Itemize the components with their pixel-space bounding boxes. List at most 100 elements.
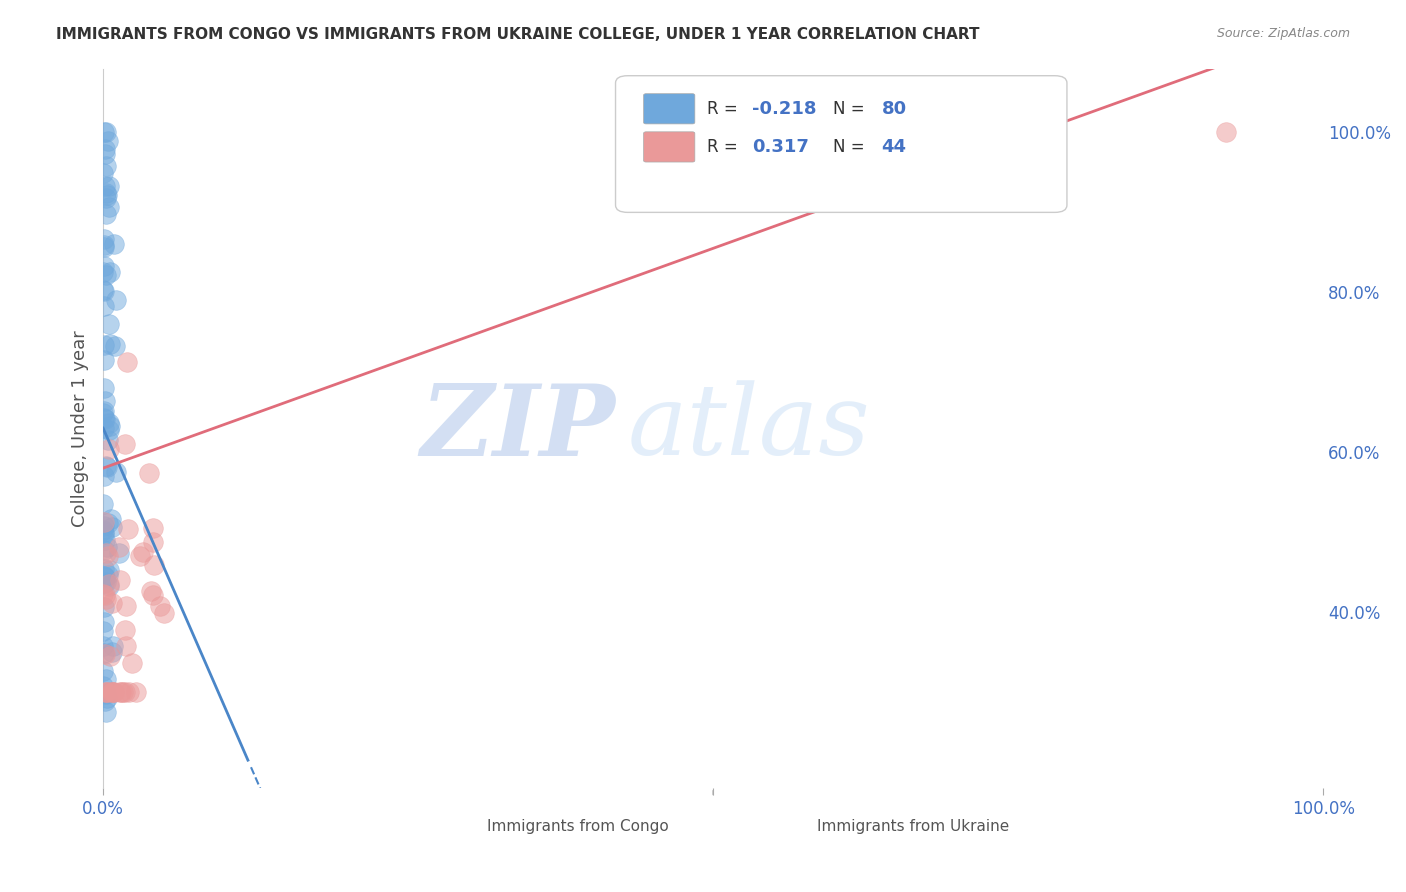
Point [93, 142, 115, 156]
Point [97, 178, 120, 193]
Point [93, 166, 115, 180]
Point [93, 421, 115, 435]
Point [94, 147, 117, 161]
Point [110, 685, 132, 699]
Point [100, 512, 122, 526]
Point [93, 337, 115, 351]
Point [94, 186, 117, 200]
Text: R =: R = [707, 138, 742, 156]
Point [114, 599, 136, 614]
Point [94, 687, 117, 701]
Point [91, 624, 114, 639]
Point [100, 337, 122, 351]
Point [93, 404, 115, 418]
Text: IMMIGRANTS FROM CONGO VS IMMIGRANTS FROM UKRAINE COLLEGE, UNDER 1 YEAR CORRELATI: IMMIGRANTS FROM CONGO VS IMMIGRANTS FROM… [56, 27, 980, 42]
Text: 44: 44 [882, 138, 907, 156]
Point [93, 232, 115, 246]
Point [97, 134, 120, 148]
Point [98, 648, 121, 663]
Point [97, 516, 120, 530]
Point [93, 533, 115, 548]
Text: Source: ZipAtlas.com: Source: ZipAtlas.com [1216, 27, 1350, 40]
Point [93, 284, 115, 298]
Point [91, 497, 114, 511]
Point [96, 685, 118, 699]
Point [96, 672, 118, 686]
Point [93, 525, 115, 540]
Point [93, 381, 115, 395]
Point [93, 299, 115, 313]
Text: N =: N = [832, 138, 869, 156]
Text: Immigrants from Congo: Immigrants from Congo [488, 819, 669, 834]
Text: atlas: atlas [627, 381, 870, 475]
Text: 80: 80 [882, 100, 907, 118]
Point [96, 159, 118, 173]
Point [93, 125, 115, 139]
Point [142, 589, 165, 603]
Point [93, 586, 115, 600]
Text: R =: R = [707, 100, 742, 118]
Point [94, 570, 117, 584]
Point [115, 354, 138, 368]
Point [93, 283, 115, 297]
Point [96, 540, 118, 554]
Point [142, 521, 165, 535]
Point [96, 690, 118, 705]
Point [139, 583, 162, 598]
Text: Immigrants from Ukraine: Immigrants from Ukraine [817, 819, 1010, 834]
Point [94, 394, 117, 409]
Point [97, 579, 120, 593]
Point [94, 412, 117, 426]
Text: N =: N = [832, 100, 869, 118]
Point [111, 685, 134, 699]
Point [94, 589, 117, 603]
Point [93, 406, 115, 420]
Point [108, 685, 131, 699]
Point [94, 694, 117, 708]
Point [94, 459, 117, 474]
Point [101, 645, 124, 659]
Point [91, 664, 114, 678]
Point [142, 534, 165, 549]
Point [103, 237, 125, 252]
Point [108, 573, 131, 587]
Point [97, 549, 120, 563]
Point [98, 265, 121, 279]
Point [93, 240, 115, 254]
Point [93, 410, 115, 425]
Point [97, 567, 120, 582]
Point [121, 656, 143, 670]
Point [94, 207, 117, 221]
Point [93, 353, 115, 368]
Point [1215, 125, 1237, 139]
Text: -0.218: -0.218 [752, 100, 817, 118]
Point [101, 520, 124, 534]
Point [103, 639, 125, 653]
Text: ZIP: ZIP [420, 380, 616, 476]
FancyBboxPatch shape [430, 814, 481, 839]
Text: 0.317: 0.317 [752, 138, 808, 156]
Point [138, 466, 160, 480]
Point [125, 685, 148, 699]
Point [114, 684, 136, 698]
Point [96, 191, 118, 205]
Point [91, 524, 114, 538]
Point [94, 125, 117, 139]
Point [93, 542, 115, 557]
Point [142, 558, 165, 572]
Point [93, 515, 115, 529]
Point [103, 685, 125, 699]
Point [93, 519, 115, 533]
Point [91, 639, 114, 653]
Point [114, 437, 136, 451]
Point [93, 569, 115, 583]
Point [98, 201, 121, 215]
Y-axis label: College, Under 1 year: College, Under 1 year [72, 330, 89, 526]
Point [93, 575, 115, 590]
Point [97, 564, 120, 578]
Point [93, 646, 115, 660]
Point [101, 685, 124, 699]
Point [94, 685, 117, 699]
Point [101, 596, 124, 610]
Point [118, 685, 141, 699]
